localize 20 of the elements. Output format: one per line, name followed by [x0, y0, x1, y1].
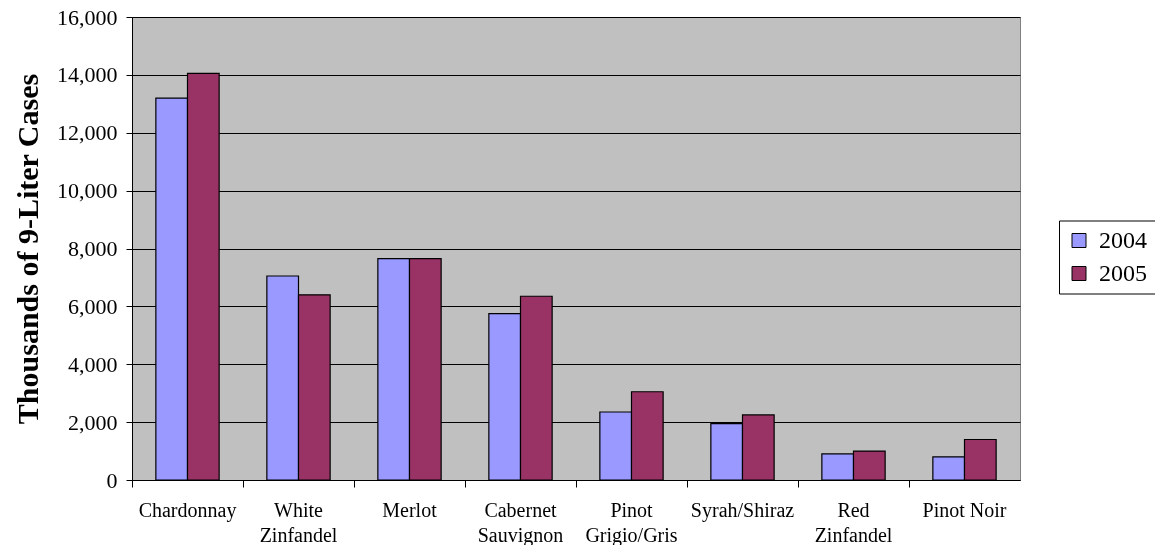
- y-tick-label: 6,000: [68, 293, 118, 319]
- y-tick-label: 4,000: [68, 351, 118, 377]
- x-tick-label: Pinot Noir: [922, 498, 1007, 521]
- y-tick-label: 8,000: [68, 236, 118, 261]
- x-tick-label: Merlot: [382, 498, 438, 521]
- x-tick-label: Cabernet Sauvignon: [477, 498, 564, 545]
- y-tick-label: 14,000: [57, 62, 118, 88]
- x-tick-label: Red Zinfandel: [814, 498, 893, 545]
- x-tick-label: Syrah/Shiraz: [690, 498, 795, 522]
- x-tick-label: Chardonnay: [138, 498, 237, 522]
- x-tick-label: Pinot Grigio/Gris: [585, 498, 678, 545]
- y-tick-label: 12,000: [57, 120, 118, 146]
- y-tick-label: 0: [106, 467, 118, 493]
- y-tick-label: 10,000: [57, 178, 118, 204]
- y-axis-title: Thousands of 9-Liter Cases: [10, 73, 44, 425]
- y-tick-label: 2,000: [68, 409, 118, 435]
- x-tick-label: White Zinfandel: [259, 498, 338, 545]
- legend-label: 2005: [1099, 259, 1147, 286]
- legend-label: 2004: [1099, 226, 1147, 253]
- y-tick-label: 16,000: [57, 4, 118, 30]
